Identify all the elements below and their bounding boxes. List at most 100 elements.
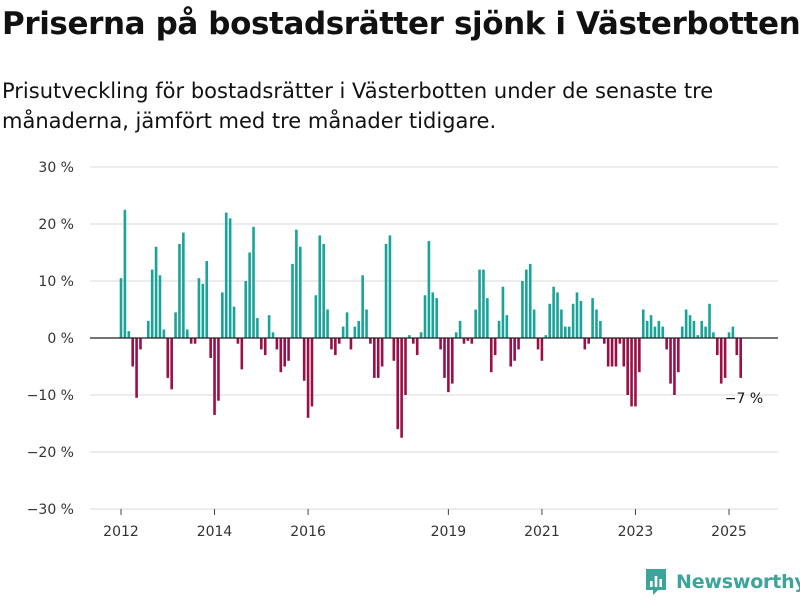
bar <box>213 338 216 415</box>
bar <box>139 338 142 350</box>
bar <box>626 338 629 395</box>
bar <box>298 246 302 338</box>
bar <box>622 338 626 367</box>
bar <box>684 309 688 338</box>
y-tick-label: 10 % <box>38 274 74 290</box>
bar <box>517 338 520 350</box>
bar <box>638 338 641 373</box>
bar <box>513 338 516 361</box>
bar <box>419 332 423 338</box>
x-tick-label: 2025 <box>711 524 747 540</box>
bar <box>287 338 290 361</box>
bar <box>295 229 298 338</box>
y-axis-ticks: 30 % 20 % 10 % 0 % −10 % −20 % −30 % <box>27 160 74 518</box>
bar <box>236 338 240 344</box>
x-tick-label: 2012 <box>103 524 139 540</box>
bar <box>263 338 267 356</box>
bar <box>365 309 368 338</box>
bar <box>256 318 259 338</box>
bar <box>166 338 170 378</box>
bar <box>595 309 598 338</box>
bar <box>205 261 209 338</box>
bar <box>279 338 283 373</box>
bar <box>131 338 134 367</box>
bar <box>439 338 442 350</box>
bar <box>482 269 485 338</box>
bar <box>260 338 263 350</box>
bar <box>193 338 197 344</box>
bar <box>634 338 637 407</box>
bar <box>454 332 458 338</box>
bar <box>330 338 333 350</box>
end-value-label: −7 % <box>725 391 763 407</box>
bar <box>357 320 361 338</box>
bar <box>373 338 376 378</box>
bar <box>544 335 548 338</box>
bar <box>696 335 700 338</box>
bar <box>189 338 193 344</box>
bar <box>127 331 131 338</box>
bar <box>174 312 177 338</box>
bar <box>158 275 162 338</box>
x-tick-label: 2016 <box>290 524 326 540</box>
bar <box>240 338 244 370</box>
bar <box>119 278 123 338</box>
bar <box>435 298 438 338</box>
bar <box>209 338 212 358</box>
bar <box>232 306 236 338</box>
bar <box>735 338 739 356</box>
bar <box>556 292 559 338</box>
bar <box>135 338 138 398</box>
y-tick-label: 30 % <box>38 160 74 176</box>
bar <box>564 326 567 338</box>
newsworthy-logo-icon <box>646 569 666 595</box>
y-tick-label: 20 % <box>38 217 74 233</box>
bar <box>509 338 513 367</box>
bar <box>462 338 466 344</box>
bar <box>392 338 396 361</box>
bar <box>641 309 645 338</box>
bar <box>583 338 587 350</box>
bar <box>322 243 325 338</box>
bar <box>185 329 189 338</box>
bar <box>376 338 380 378</box>
bar <box>727 332 731 338</box>
bar <box>571 303 575 338</box>
bar <box>283 338 286 367</box>
bar <box>602 338 606 344</box>
bar <box>353 326 357 338</box>
bar <box>412 338 415 344</box>
bar <box>154 246 158 338</box>
bar <box>560 309 563 338</box>
bar <box>248 252 251 338</box>
bar <box>587 338 590 344</box>
bar <box>423 295 427 338</box>
bar <box>486 298 489 338</box>
bar <box>712 332 715 338</box>
bar <box>708 303 711 338</box>
bar <box>345 312 349 338</box>
page-title: Priserna på bostadsrätter sjönk i Väster… <box>2 6 800 42</box>
bar <box>525 269 528 338</box>
bar <box>536 338 540 350</box>
bar <box>302 338 306 381</box>
bar <box>493 338 497 356</box>
bar <box>221 292 224 338</box>
x-axis-ticks: 2012 2014 2016 2019 2021 2023 2025 <box>103 509 747 540</box>
brand-name: Newsworthy <box>676 571 800 593</box>
bar <box>361 275 364 338</box>
bar <box>150 269 154 338</box>
bar <box>380 338 384 367</box>
bar <box>396 338 400 430</box>
bar <box>552 286 555 338</box>
bar <box>384 243 388 338</box>
bar <box>497 320 501 338</box>
bar <box>669 338 672 384</box>
bar <box>427 241 431 338</box>
bar <box>217 338 220 401</box>
bar <box>704 326 707 338</box>
x-tick-label: 2014 <box>197 524 233 540</box>
bar <box>521 281 524 338</box>
bar <box>591 298 594 338</box>
